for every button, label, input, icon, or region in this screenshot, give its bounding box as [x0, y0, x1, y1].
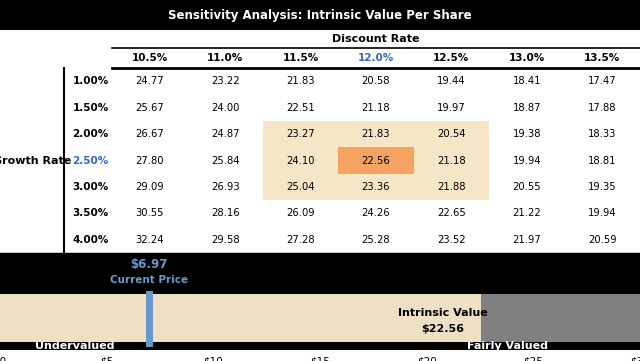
- Text: 20.55: 20.55: [513, 182, 541, 192]
- Text: 12.0%: 12.0%: [358, 53, 394, 63]
- Text: 25.04: 25.04: [286, 182, 315, 192]
- Text: 13.5%: 13.5%: [584, 53, 620, 63]
- Text: 24.87: 24.87: [211, 129, 239, 139]
- Text: 26.67: 26.67: [135, 129, 164, 139]
- Text: 18.87: 18.87: [513, 103, 541, 113]
- Text: 21.18: 21.18: [437, 156, 466, 166]
- Text: 21.97: 21.97: [513, 235, 541, 245]
- Text: 29.58: 29.58: [211, 235, 239, 245]
- Text: 19.38: 19.38: [513, 129, 541, 139]
- Bar: [263, 121, 489, 200]
- Text: 28.16: 28.16: [211, 208, 239, 218]
- Text: 20.54: 20.54: [437, 129, 466, 139]
- Text: 25.28: 25.28: [362, 235, 390, 245]
- Bar: [339, 147, 413, 174]
- Text: 17.88: 17.88: [588, 103, 616, 113]
- Text: 32.24: 32.24: [136, 235, 164, 245]
- Text: 29.09: 29.09: [136, 182, 164, 192]
- Text: 21.83: 21.83: [362, 129, 390, 139]
- Text: Sensitivity Analysis: Intrinsic Value Per Share: Sensitivity Analysis: Intrinsic Value Pe…: [168, 9, 472, 22]
- Text: 13.0%: 13.0%: [509, 53, 545, 63]
- Text: 1.00%: 1.00%: [72, 77, 109, 87]
- Text: 4.00%: 4.00%: [72, 235, 109, 245]
- Text: Growth Rate: Growth Rate: [0, 156, 71, 166]
- Text: 12.5%: 12.5%: [433, 53, 470, 63]
- Text: 11.0%: 11.0%: [207, 53, 243, 63]
- Text: 22.51: 22.51: [286, 103, 315, 113]
- Text: $6.97: $6.97: [130, 258, 168, 271]
- Text: 20.59: 20.59: [588, 235, 616, 245]
- Text: 19.94: 19.94: [513, 156, 541, 166]
- Text: Undervalued: Undervalued: [35, 341, 114, 351]
- Text: 21.18: 21.18: [362, 103, 390, 113]
- Text: 23.52: 23.52: [437, 235, 466, 245]
- Text: 23.27: 23.27: [286, 129, 315, 139]
- Bar: [0, 0, 640, 30]
- Text: 22.56: 22.56: [362, 156, 390, 166]
- Text: 18.41: 18.41: [513, 77, 541, 87]
- Text: $22.56: $22.56: [421, 324, 465, 334]
- Text: 20.58: 20.58: [362, 77, 390, 87]
- Text: 27.80: 27.80: [136, 156, 164, 166]
- Text: 30.55: 30.55: [136, 208, 164, 218]
- Text: 17.47: 17.47: [588, 77, 616, 87]
- Text: 2.00%: 2.00%: [72, 129, 109, 139]
- Text: 11.5%: 11.5%: [282, 53, 319, 63]
- Text: 26.93: 26.93: [211, 182, 239, 192]
- Text: 26.09: 26.09: [286, 208, 315, 218]
- Text: 24.00: 24.00: [211, 103, 239, 113]
- Text: 24.26: 24.26: [362, 208, 390, 218]
- Text: 2.50%: 2.50%: [72, 156, 109, 166]
- Text: 25.67: 25.67: [135, 103, 164, 113]
- Text: 19.44: 19.44: [437, 77, 466, 87]
- Text: 10.5%: 10.5%: [132, 53, 168, 63]
- Text: Intrinsic Value: Intrinsic Value: [398, 308, 488, 318]
- Text: 3.50%: 3.50%: [72, 208, 109, 218]
- Text: 18.33: 18.33: [588, 129, 616, 139]
- Text: Current Price: Current Price: [109, 275, 188, 285]
- Text: 1.50%: 1.50%: [72, 103, 109, 113]
- Text: 23.22: 23.22: [211, 77, 239, 87]
- Text: 23.36: 23.36: [362, 182, 390, 192]
- Text: Fairly Valued: Fairly Valued: [467, 341, 548, 351]
- Bar: [0, 294, 481, 342]
- Bar: [481, 294, 640, 342]
- Text: 22.65: 22.65: [437, 208, 466, 218]
- Text: 19.35: 19.35: [588, 182, 616, 192]
- Text: 19.97: 19.97: [437, 103, 466, 113]
- Text: 24.10: 24.10: [286, 156, 315, 166]
- Text: 25.84: 25.84: [211, 156, 239, 166]
- Text: 19.94: 19.94: [588, 208, 616, 218]
- Text: 21.88: 21.88: [437, 182, 466, 192]
- Text: 21.22: 21.22: [513, 208, 541, 218]
- Text: 27.28: 27.28: [286, 235, 315, 245]
- Text: 18.81: 18.81: [588, 156, 616, 166]
- Text: 21.83: 21.83: [286, 77, 315, 87]
- Text: Discount Rate: Discount Rate: [332, 34, 420, 44]
- Text: 24.77: 24.77: [136, 77, 164, 87]
- Text: 3.00%: 3.00%: [72, 182, 109, 192]
- Bar: [0, 342, 640, 350]
